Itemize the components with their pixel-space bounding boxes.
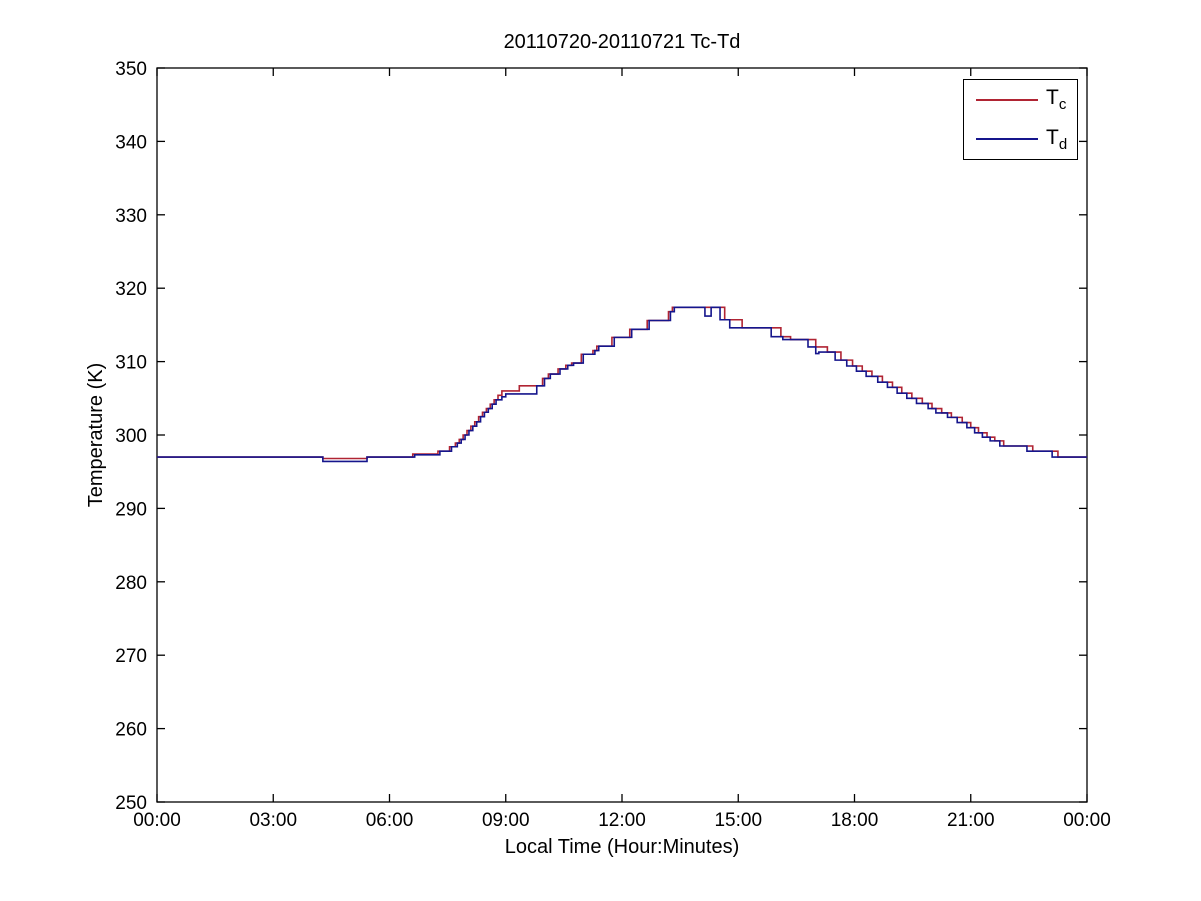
y-tick-label: 330: [115, 206, 147, 227]
legend-line-sample-tc: [976, 98, 1038, 101]
legend-label-td-main: T: [1046, 125, 1059, 149]
legend-item-tc: Tc: [964, 82, 1077, 118]
chart-title: 20110720-20110721 Tc-Td: [503, 31, 741, 53]
x-tick-label: 00:00: [133, 810, 181, 831]
legend-label-tc-main: T: [1046, 86, 1059, 110]
y-tick-label: 350: [115, 59, 147, 80]
legend-label-tc-sub: c: [1058, 96, 1067, 114]
y-tick-label: 340: [115, 132, 147, 153]
y-tick-label: 300: [115, 426, 147, 447]
y-tick-label: 250: [115, 793, 147, 814]
legend: Tc Td: [963, 79, 1078, 160]
y-tick-label: 260: [115, 720, 147, 741]
y-tick-label: 270: [115, 646, 147, 667]
plot-border: [156, 67, 1088, 803]
y-tick-label: 290: [115, 499, 147, 520]
y-tick-label: 280: [115, 573, 147, 594]
x-tick-label: 15:00: [714, 810, 762, 831]
x-axis-label: Local Time (Hour:Minutes): [504, 836, 740, 858]
legend-label-td-sub: d: [1058, 135, 1068, 153]
x-tick-label: 18:00: [831, 810, 879, 831]
x-tick-label: 21:00: [947, 810, 995, 831]
legend-label-td: Td: [1046, 127, 1067, 152]
x-tick-label: 06:00: [366, 810, 414, 831]
x-tick-label: 12:00: [598, 810, 646, 831]
x-tick-label: 09:00: [482, 810, 530, 831]
legend-label-tc: Tc: [1046, 87, 1066, 112]
legend-line-sample-td: [976, 138, 1038, 141]
x-tick-label: 03:00: [249, 810, 297, 831]
series-line-tc: [157, 306, 1087, 460]
series-line-td: [157, 306, 1087, 463]
y-axis-label: Temperature (K): [85, 362, 107, 508]
x-tick-label: 00:00: [1063, 810, 1111, 831]
y-tick-label: 310: [115, 353, 147, 374]
legend-item-td: Td: [964, 121, 1077, 157]
y-tick-label: 320: [115, 279, 147, 300]
